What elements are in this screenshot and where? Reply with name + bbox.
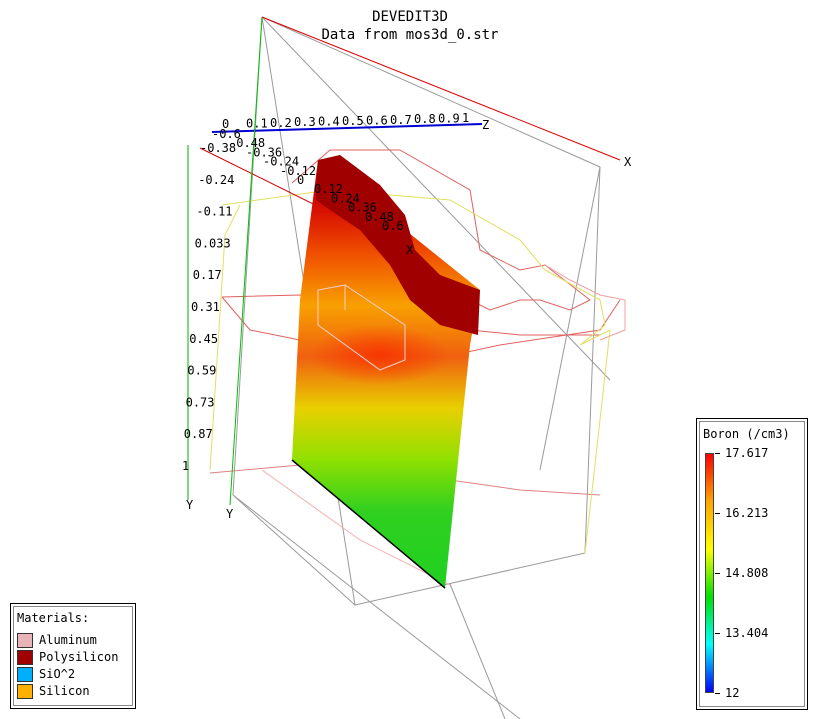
colorbar-tick-label: 17.617 [725, 446, 769, 460]
material-swatch-polysilicon [17, 650, 33, 665]
z-axis-tick-label: 0.8 [414, 112, 436, 126]
gate-outline [317, 284, 406, 371]
slice-polysilicon-region [316, 155, 480, 335]
x-axis-tick-label: 0.36 [348, 201, 377, 215]
y-axis-name-right: Y [226, 507, 234, 521]
colorbar-tick [715, 633, 720, 634]
z-axis-tick-label: 0 [222, 117, 229, 131]
z-axis-line [211, 123, 483, 133]
z-axis-tick-label: 0.9 [438, 112, 460, 126]
z-axis-ticks: 0 0.1 0.2 0.3 0.4 0.5 0.6 0.7 0.8 0.9 1 [222, 111, 469, 131]
material-label-silicon: Silicon [39, 684, 90, 698]
colorbar-legend: Boron (/cm3) 17.617 16.213 14.808 13.404 12 [696, 418, 808, 710]
materials-header: Materials: [17, 611, 90, 625]
y-axis-tick-label: 1 [182, 459, 189, 473]
y-axis-tick-label: 0.033 [195, 236, 231, 250]
y-axis-tick-label: -0.38 [200, 141, 236, 155]
colorbar-tick [715, 513, 720, 514]
colorbar-gradient [705, 453, 714, 693]
colorbar-tick-label: 13.404 [725, 626, 769, 640]
x-axis-name-top: X [624, 155, 632, 169]
z-axis-tick-label: 0.4 [318, 115, 340, 129]
material-swatch-silicon [17, 684, 33, 699]
y-axis-name-left: Y [186, 498, 194, 512]
z-axis-tick-label: 1 [462, 111, 469, 125]
colorbar-tick-label: 16.213 [725, 506, 769, 520]
x-axis-tick-label: 0.12 [314, 182, 343, 196]
z-axis-tick-label: 0.3 [294, 115, 316, 129]
boron-slice [291, 155, 480, 589]
x-axis-tick-label: 0 [297, 173, 304, 187]
y-axis-line-right [229, 16, 263, 506]
x-axis-tick-label: -0.24 [263, 155, 299, 169]
x-axis-tick-label: -0.48 [229, 136, 265, 150]
x-axis-tick-label: -0.6 [212, 127, 241, 141]
material-swatch-aluminum [17, 633, 33, 648]
x-axis-ticks: -0.6-0.48-0.36-0.24-0.120 0.120.240.360.4… [212, 127, 404, 233]
colorbar-tick [715, 453, 720, 454]
title-block: DEVEDIT3D Data from mos3d_0.str [250, 8, 570, 44]
material-label-aluminum: Aluminum [39, 633, 97, 647]
x-axis-tick-label: 0.6 [382, 219, 404, 233]
z-axis-tick-label: 0.1 [246, 116, 268, 130]
y-axis-tick-label: 0.45 [189, 332, 218, 346]
colorbar-tick-label: 12 [725, 686, 740, 700]
z-axis-tick-label: 0.6 [366, 113, 388, 127]
y-axis-tick-label: 0.17 [193, 268, 222, 282]
colorbar-tick [715, 693, 720, 694]
z-axis-tick-label: 0.2 [270, 116, 292, 130]
material-label-polysilicon: Polysilicon [39, 650, 119, 664]
material-label-sio2: SiO^2 [39, 667, 76, 681]
y-axis-tick-label: 0.59 [187, 364, 216, 378]
slice-hotspot-region [310, 325, 450, 385]
x-axis-tick-label: 0.48 [365, 210, 394, 224]
plot-title: DEVEDIT3D [372, 9, 448, 25]
z-axis-tick-label: 0.7 [390, 113, 412, 127]
y-axis-tick-label: 0.31 [191, 300, 220, 314]
y-axis-tick-label: 0.73 [186, 395, 215, 409]
materials-legend: Materials: Aluminum Polysilicon SiO^2 Si… [10, 603, 136, 709]
z-axis-name: Z [482, 118, 489, 132]
x-axis-tick-label: -0.12 [280, 164, 316, 178]
x-axis-line-top [261, 16, 621, 161]
plot-subtitle: Data from mos3d_0.str [321, 27, 499, 43]
x-axis-name: X [406, 243, 414, 257]
x-axis-tick-label: -0.36 [246, 145, 282, 159]
y-axis-tick-label: -0.11 [196, 205, 232, 219]
y-axis-tick-label: 0.87 [184, 427, 213, 441]
y-axis-tick-label: -0.24 [198, 173, 234, 187]
colorbar-tick-label: 14.808 [725, 566, 769, 580]
material-swatch-sio2 [17, 667, 33, 682]
colorbar-tick [715, 573, 720, 574]
x-axis-tick-label: 0.24 [331, 191, 360, 205]
y-axis-ticks: -0.38 -0.24 -0.11 0.033 0.17 0.31 0.45 0.59 0.73… [182, 141, 236, 473]
colorbar-title: Boron (/cm3) [703, 427, 790, 441]
z-axis-tick-label: 0.5 [342, 114, 364, 128]
